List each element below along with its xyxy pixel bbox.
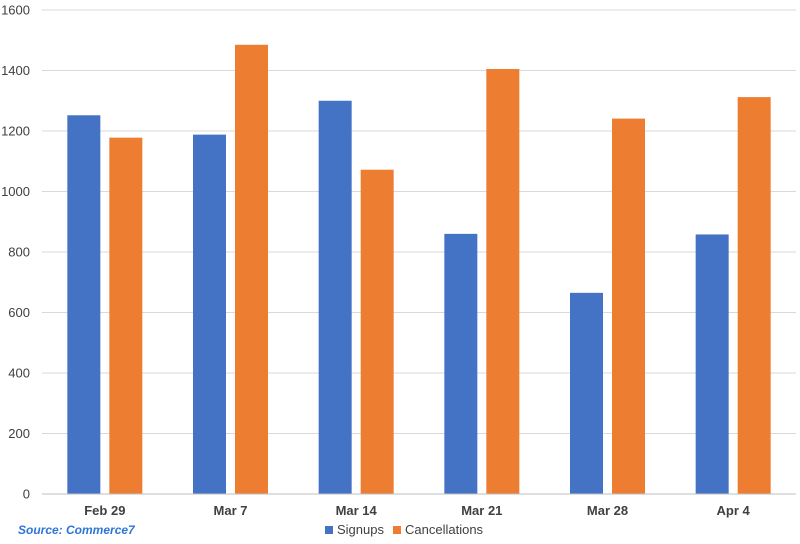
bar-signups-mar-21	[444, 233, 478, 494]
y-tick-label: 800	[8, 245, 30, 260]
gridlines	[42, 9, 796, 434]
y-tick-label: 1400	[1, 63, 30, 78]
y-tick-label: 400	[8, 366, 30, 381]
legend: Signups Cancellations	[325, 522, 484, 537]
legend-swatch-signups	[325, 526, 333, 534]
x-axis-ticks: Feb 29 Mar 7 Mar 14 Mar 21 Mar 28 Apr 4	[84, 503, 750, 518]
legend-label-cancellations: Cancellations	[405, 522, 484, 537]
y-axis-ticks: 0 200 400 600 800 1000 1200 1400 1600	[1, 3, 30, 502]
x-tick-label: Mar 28	[587, 503, 628, 518]
x-tick-label: Apr 4	[717, 503, 751, 518]
bar-signups-apr-4	[695, 234, 729, 494]
y-tick-label: 0	[23, 487, 30, 502]
y-tick-label: 1600	[1, 3, 30, 18]
bar-cancellations-feb-29	[109, 137, 143, 494]
y-tick-label: 1000	[1, 184, 30, 199]
legend-label-signups: Signups	[337, 522, 384, 537]
bar-cancellations-mar-28	[612, 118, 645, 494]
bar-signups-mar-14	[318, 100, 352, 494]
x-tick-label: Feb 29	[84, 503, 125, 518]
bar-cancellations-mar-7	[235, 44, 268, 494]
bar-signups-feb-29	[67, 115, 101, 495]
y-tick-label: 200	[8, 426, 30, 441]
bar-cancellations-mar-14	[360, 169, 394, 494]
x-tick-label: Mar 7	[214, 503, 248, 518]
x-tick-label: Mar 21	[461, 503, 502, 518]
bar-cancellations-apr-4	[737, 97, 771, 495]
legend-swatch-cancellations	[393, 526, 401, 534]
bar-cancellations-mar-21	[486, 68, 520, 495]
bars	[67, 44, 771, 495]
y-tick-label: 600	[8, 305, 30, 320]
y-tick-label: 1200	[1, 124, 30, 139]
bar-signups-mar-28	[570, 292, 603, 494]
source-note: Source: Commerce7	[18, 523, 135, 537]
x-tick-label: Mar 14	[336, 503, 378, 518]
bar-signups-mar-7	[193, 134, 226, 494]
